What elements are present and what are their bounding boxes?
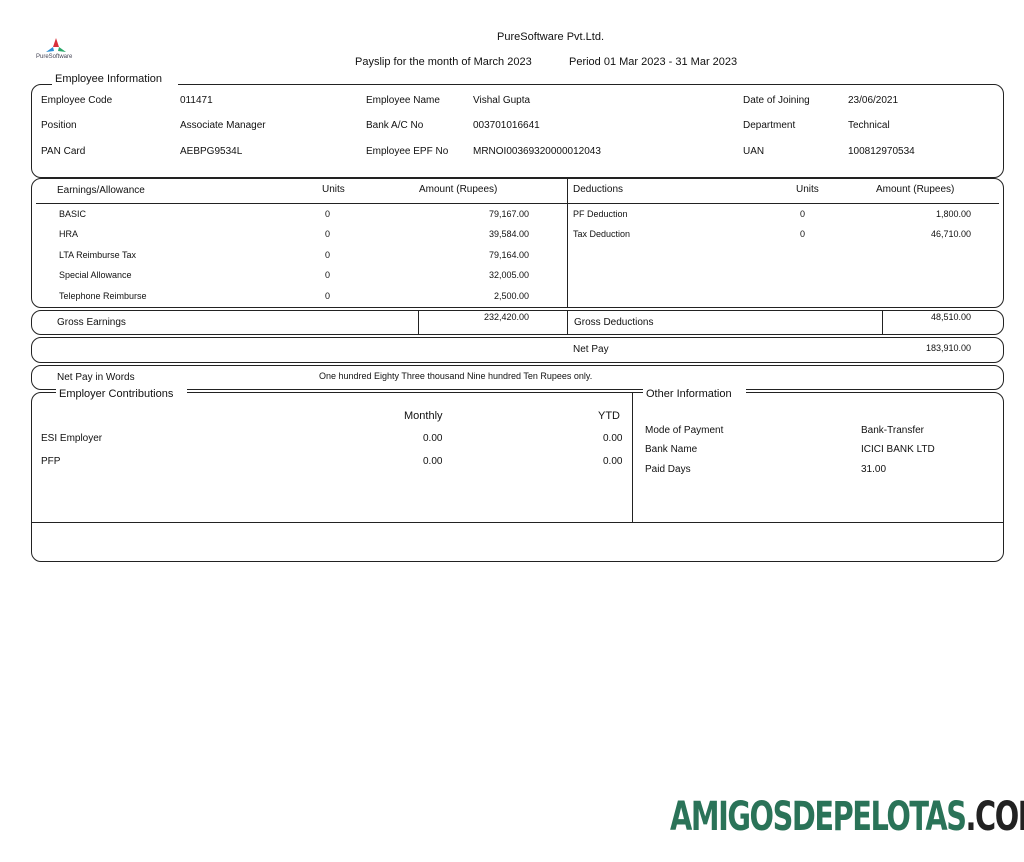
logo-icon — [46, 38, 66, 52]
divider — [418, 310, 419, 335]
earning-amount: 79,164.00 — [488, 250, 529, 260]
footer-box — [31, 522, 1004, 562]
other-info-value: Bank-Transfer — [861, 425, 924, 436]
contribution-name: ESI Employer — [41, 433, 103, 444]
employee-info-title: Employee Information — [52, 73, 178, 85]
payslip-period: Period 01 Mar 2023 - 31 Mar 2023 — [569, 56, 738, 68]
field-label: Employee Code — [41, 95, 113, 106]
employer-contributions-title: Employer Contributions — [56, 388, 188, 400]
contributions-section — [31, 392, 1004, 523]
field-value: Associate Manager — [180, 120, 266, 131]
earning-amount: 79,167.00 — [488, 209, 529, 219]
net-pay-words: One hundred Eighty Three thousand Nine h… — [319, 371, 593, 381]
other-info-value: 31.00 — [861, 464, 887, 475]
field-label: Bank A/C No — [366, 120, 424, 131]
deductions-units-header: Units — [796, 184, 819, 195]
field-value: Vishal Gupta — [473, 95, 531, 106]
field-label: PAN Card — [41, 146, 86, 157]
payslip-month: Payslip for the month of March 2023 — [355, 56, 532, 68]
earning-name: LTA Reimburse Tax — [59, 250, 137, 260]
deduction-name: PF Deduction — [573, 209, 628, 219]
field-value: 003701016641 — [473, 120, 540, 131]
earning-units: 0 — [325, 229, 331, 239]
earnings-header: Earnings/Allowance — [57, 185, 145, 196]
field-label: Department — [743, 120, 796, 131]
earnings-amount-header: Amount (Rupees) — [419, 184, 498, 195]
watermark-main: AMIGOSDEPELOTAS — [670, 794, 967, 840]
deductions-header: Deductions — [573, 184, 624, 195]
other-info-title: Other Information — [643, 388, 746, 400]
gross-deductions-label: Gross Deductions — [574, 317, 654, 328]
deduction-name: Tax Deduction — [573, 229, 631, 239]
contribution-name: PFP — [41, 456, 61, 467]
watermark-domain: .COM — [965, 794, 1024, 840]
net-pay-words-label: Net Pay in Words — [57, 372, 135, 383]
ytd-header: YTD — [598, 410, 620, 422]
watermark: AMIGOSDEPELOTAS.COM — [670, 794, 1024, 840]
field-value: AEBPG9534L — [180, 146, 243, 157]
gross-earnings-value: 232,420.00 — [483, 312, 529, 322]
field-label: UAN — [743, 146, 765, 157]
field-label: Employee EPF No — [366, 146, 449, 157]
other-info-value: ICICI BANK LTD — [861, 444, 935, 455]
gross-deductions-value: 48,510.00 — [930, 312, 971, 322]
field-value: 011471 — [180, 95, 213, 106]
divider — [632, 392, 633, 523]
earning-name: Special Allowance — [59, 270, 132, 280]
net-pay-label: Net Pay — [573, 344, 609, 355]
deductions-amount-header: Amount (Rupees) — [876, 184, 955, 195]
earning-units: 0 — [325, 250, 331, 260]
field-value: MRNOI00369320000012043 — [473, 146, 601, 157]
earning-name: Telephone Reimburse — [59, 291, 147, 301]
field-label: Position — [41, 120, 77, 131]
contribution-monthly: 0.00 — [423, 456, 443, 467]
field-value: 23/06/2021 — [848, 95, 899, 106]
divider — [36, 203, 999, 204]
other-info-label: Mode of Payment — [645, 425, 724, 436]
earnings-deductions-section — [31, 178, 1004, 308]
earning-amount: 39,584.00 — [488, 229, 529, 239]
divider — [882, 310, 883, 335]
earning-units: 0 — [325, 209, 331, 219]
field-label: Employee Name — [366, 95, 440, 106]
deduction-amount: 1,800.00 — [935, 209, 971, 219]
company-name: PureSoftware Pvt.Ltd. — [497, 31, 604, 43]
earning-amount: 32,005.00 — [488, 270, 529, 280]
net-pay-words-row — [31, 365, 1004, 390]
gross-row — [31, 310, 1004, 335]
earning-amount: 2,500.00 — [493, 291, 529, 301]
earnings-units-header: Units — [322, 184, 345, 195]
employee-info-section — [31, 84, 1004, 178]
earning-units: 0 — [325, 291, 331, 301]
contribution-monthly: 0.00 — [423, 433, 443, 444]
earning-name: HRA — [59, 229, 79, 239]
deduction-units: 0 — [800, 209, 806, 219]
contribution-ytd: 0.00 — [603, 456, 623, 467]
field-value: Technical — [848, 120, 890, 131]
gross-earnings-label: Gross Earnings — [57, 317, 126, 328]
field-value: 100812970534 — [848, 146, 915, 157]
other-info-label: Paid Days — [645, 464, 691, 475]
contribution-ytd: 0.00 — [603, 433, 623, 444]
field-label: Date of Joining — [743, 95, 810, 106]
deduction-units: 0 — [800, 229, 806, 239]
net-pay-row — [31, 337, 1004, 363]
company-logo: PureSoftware — [34, 36, 78, 64]
net-pay-value: 183,910.00 — [925, 343, 971, 353]
earning-name: BASIC — [59, 209, 87, 219]
monthly-header: Monthly — [404, 410, 443, 422]
divider — [567, 310, 568, 335]
other-info-label: Bank Name — [645, 444, 698, 455]
divider — [567, 178, 568, 308]
earning-units: 0 — [325, 270, 331, 280]
deduction-amount: 46,710.00 — [930, 229, 971, 239]
